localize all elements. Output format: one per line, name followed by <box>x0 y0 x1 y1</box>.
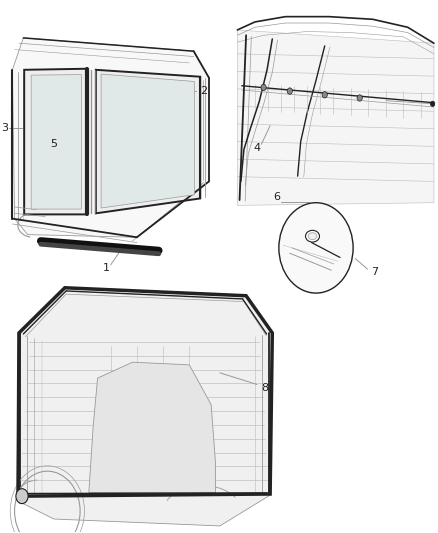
Text: 8: 8 <box>261 383 268 393</box>
Circle shape <box>16 489 28 504</box>
Polygon shape <box>88 362 215 492</box>
Polygon shape <box>101 74 194 208</box>
Text: 3: 3 <box>1 123 8 133</box>
Ellipse shape <box>307 233 316 240</box>
Ellipse shape <box>305 230 319 242</box>
Polygon shape <box>95 70 200 213</box>
Text: 1: 1 <box>102 263 110 273</box>
Text: 2: 2 <box>200 86 207 96</box>
Polygon shape <box>24 69 86 214</box>
Circle shape <box>430 101 434 107</box>
Text: 4: 4 <box>253 143 260 154</box>
Circle shape <box>356 95 361 101</box>
Text: 6: 6 <box>272 192 279 203</box>
Text: 5: 5 <box>50 139 57 149</box>
Circle shape <box>286 88 292 94</box>
Polygon shape <box>17 288 272 526</box>
Polygon shape <box>12 38 208 237</box>
Polygon shape <box>237 30 433 205</box>
Circle shape <box>260 84 265 91</box>
Circle shape <box>321 92 327 98</box>
Text: 7: 7 <box>370 267 377 277</box>
Circle shape <box>278 203 352 293</box>
Polygon shape <box>31 75 81 209</box>
